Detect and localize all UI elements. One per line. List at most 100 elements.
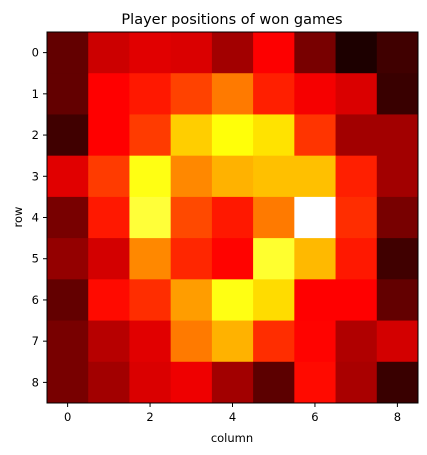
heatmap-cell-0-8 [376, 32, 419, 74]
y-tick-label: 0 [32, 46, 39, 60]
heatmap-cell-5-6 [294, 238, 337, 280]
heatmap-cell-3-0 [47, 155, 89, 198]
heatmap-cell-1-6 [294, 73, 337, 115]
heatmap-cell-2-8 [376, 114, 419, 157]
heatmap-cells [47, 32, 419, 404]
heatmap-cell-2-2 [129, 114, 172, 157]
y-axis-ticks: 0 1 2 3 4 5 6 7 8 [32, 46, 47, 389]
heatmap-cell-4-2 [129, 196, 172, 239]
y-tick-label: 8 [32, 375, 39, 389]
heatmap-cell-7-6 [294, 320, 337, 363]
heatmap-cell-0-0 [47, 32, 89, 74]
heatmap-cell-3-3 [170, 155, 213, 198]
heatmap-cell-1-8 [376, 73, 419, 115]
y-tick-label: 3 [32, 169, 39, 183]
heatmap-cell-8-3 [170, 361, 213, 404]
y-tick-label: 6 [32, 293, 39, 307]
heatmap-cell-4-0 [47, 196, 89, 239]
heatmap-cell-4-4 [211, 196, 254, 239]
heatmap-cell-2-1 [88, 114, 130, 157]
heatmap-cell-8-5 [253, 361, 295, 404]
x-axis-label: column [211, 431, 253, 445]
heatmap-cell-6-7 [335, 279, 378, 322]
heatmap-cell-1-5 [253, 73, 295, 115]
heatmap-cell-7-0 [47, 320, 89, 363]
heatmap-cell-4-3 [170, 196, 213, 239]
heatmap-cell-6-2 [129, 279, 172, 322]
heatmap-cell-4-6 [294, 196, 337, 239]
heatmap-cell-6-8 [376, 279, 419, 322]
heatmap-cell-5-8 [376, 238, 419, 280]
heatmap-cell-8-8 [376, 361, 419, 404]
heatmap-cell-7-5 [253, 320, 295, 363]
y-tick-label: 2 [32, 128, 39, 142]
heatmap-cell-1-3 [170, 73, 213, 115]
heatmap-cell-3-1 [88, 155, 130, 198]
y-tick-label: 7 [32, 334, 39, 348]
x-tick-label: 4 [229, 410, 236, 424]
heatmap-cell-0-6 [294, 32, 337, 74]
heatmap-cell-0-7 [335, 32, 378, 74]
heatmap-cell-7-2 [129, 320, 172, 363]
heatmap-cell-2-4 [211, 114, 254, 157]
heatmap-cell-1-1 [88, 73, 130, 115]
heatmap-cell-1-2 [129, 73, 172, 115]
heatmap-cell-2-6 [294, 114, 337, 157]
heatmap-cell-1-4 [211, 73, 254, 115]
x-tick-label: 0 [64, 410, 71, 424]
heatmap-cell-8-0 [47, 361, 89, 404]
heatmap-cell-2-5 [253, 114, 295, 157]
y-tick-label: 1 [32, 87, 39, 101]
x-axis-ticks: 0 2 4 6 8 [64, 403, 401, 424]
heatmap-cell-7-8 [376, 320, 419, 363]
heatmap-cell-8-1 [88, 361, 130, 404]
heatmap-cell-0-2 [129, 32, 172, 74]
heatmap-cell-3-4 [211, 155, 254, 198]
heatmap-cell-4-7 [335, 196, 378, 239]
heatmap-cell-7-7 [335, 320, 378, 363]
heatmap-cell-6-5 [253, 279, 295, 322]
heatmap-cell-6-4 [211, 279, 254, 322]
x-tick-label: 6 [311, 410, 318, 424]
heatmap-cell-3-5 [253, 155, 295, 198]
y-axis-label: row [11, 207, 25, 228]
heatmap-cell-0-4 [211, 32, 254, 74]
heatmap-cell-3-6 [294, 155, 337, 198]
heatmap-cell-6-6 [294, 279, 337, 322]
heatmap-cell-6-1 [88, 279, 130, 322]
chart-title: Player positions of won games [121, 12, 342, 28]
y-tick-label: 5 [32, 252, 39, 266]
x-tick-label: 2 [146, 410, 153, 424]
heatmap-cell-4-5 [253, 196, 295, 239]
heatmap-cell-8-7 [335, 361, 378, 404]
heatmap-cell-3-8 [376, 155, 419, 198]
heatmap-cell-5-0 [47, 238, 89, 280]
heatmap-cell-5-3 [170, 238, 213, 280]
heatmap-cell-2-7 [335, 114, 378, 157]
heatmap-cell-5-4 [211, 238, 254, 280]
heatmap-cell-6-3 [170, 279, 213, 322]
heatmap-cell-8-2 [129, 361, 172, 404]
heatmap-cell-3-7 [335, 155, 378, 198]
heatmap-cell-5-5 [253, 238, 295, 280]
heatmap-cell-7-1 [88, 320, 130, 363]
heatmap-cell-8-4 [211, 361, 254, 404]
heatmap-cell-5-2 [129, 238, 172, 280]
heatmap-cell-2-3 [170, 114, 213, 157]
heatmap-cell-0-5 [253, 32, 295, 74]
heatmap-cell-8-6 [294, 361, 337, 404]
heatmap-cell-4-8 [376, 196, 419, 239]
heatmap-cell-1-0 [47, 73, 89, 115]
heatmap-cell-5-1 [88, 238, 130, 280]
heatmap-cell-2-0 [47, 114, 89, 157]
y-tick-label: 4 [32, 211, 39, 225]
heatmap-cell-5-7 [335, 238, 378, 280]
heatmap-cell-0-3 [170, 32, 213, 74]
heatmap-cell-7-4 [211, 320, 254, 363]
heatmap-cell-6-0 [47, 279, 89, 322]
heatmap-cell-4-1 [88, 196, 130, 239]
heatmap-cell-0-1 [88, 32, 130, 74]
heatmap-cell-1-7 [335, 73, 378, 115]
heatmap-cell-7-3 [170, 320, 213, 363]
